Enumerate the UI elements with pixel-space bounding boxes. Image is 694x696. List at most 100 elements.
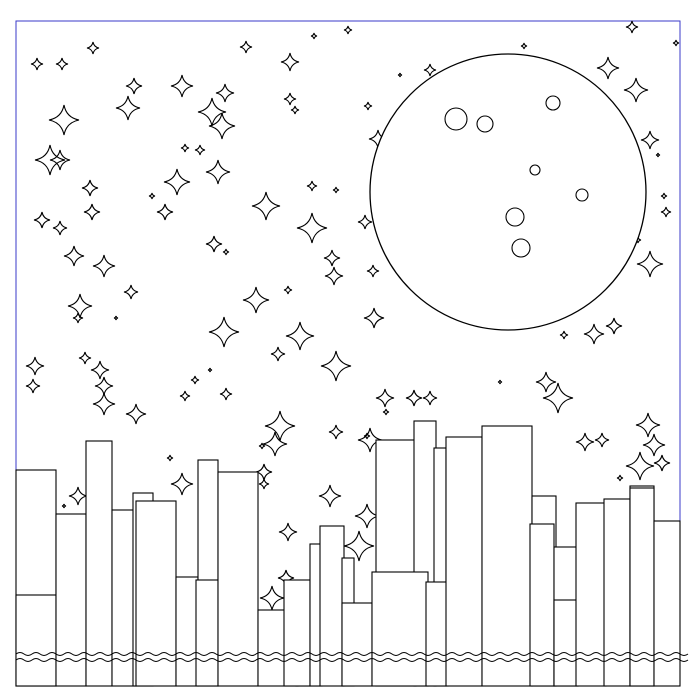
star-icon — [397, 72, 403, 78]
moon-disc — [369, 53, 647, 331]
star-icon — [262, 431, 288, 457]
star-icon — [55, 57, 69, 71]
building-icon — [481, 425, 533, 687]
star-icon — [205, 235, 223, 253]
star-icon — [635, 412, 661, 438]
moon-crater-icon — [476, 115, 494, 133]
stars-group — [25, 20, 680, 611]
star-icon — [34, 144, 66, 176]
moon-crater-icon — [529, 164, 541, 176]
star-icon — [92, 392, 116, 416]
star-icon — [596, 56, 620, 80]
building-icon — [195, 579, 219, 687]
star-icon — [239, 40, 253, 54]
star-icon — [125, 77, 143, 95]
star-icon — [535, 371, 557, 393]
star-icon — [48, 104, 80, 136]
star-icon — [366, 264, 380, 278]
star-icon — [25, 356, 45, 376]
star-icon — [285, 321, 315, 351]
star-icon — [258, 442, 266, 450]
star-icon — [270, 346, 286, 362]
star-icon — [357, 427, 383, 453]
star-icon — [166, 454, 174, 462]
star-icon — [115, 95, 141, 121]
star-icon — [672, 39, 680, 47]
building-icon — [629, 487, 655, 687]
star-icon — [616, 474, 624, 482]
building-icon — [55, 513, 87, 687]
star-icon — [72, 312, 84, 324]
moon-crater-icon — [545, 95, 561, 111]
star-icon — [215, 83, 235, 103]
star-icon — [67, 293, 93, 319]
star-icon — [375, 388, 395, 408]
star-icon — [208, 112, 236, 140]
star-icon — [207, 367, 213, 373]
star-icon — [328, 424, 344, 440]
star-icon — [363, 101, 373, 111]
star-icon — [623, 77, 649, 103]
building-icon — [85, 440, 113, 687]
star-icon — [258, 478, 270, 490]
building-icon — [111, 509, 137, 687]
star-icon — [625, 20, 639, 34]
building-icon — [175, 576, 199, 687]
star-icon — [33, 211, 51, 229]
star-icon — [163, 168, 191, 196]
star-icon — [363, 432, 371, 440]
star-icon — [306, 180, 318, 192]
star-icon — [655, 152, 661, 158]
star-icon — [343, 530, 375, 562]
star-icon — [156, 203, 174, 221]
star-icon — [92, 254, 116, 278]
star-icon — [318, 484, 342, 508]
star-icon — [278, 522, 298, 542]
star-icon — [296, 212, 328, 244]
star-icon — [280, 52, 300, 72]
star-icon — [170, 472, 194, 496]
star-icon — [640, 130, 660, 150]
moon-crater-icon — [575, 188, 589, 202]
star-icon — [520, 42, 528, 50]
moon-crater-icon — [444, 107, 468, 131]
star-icon — [25, 378, 41, 394]
building-icon — [15, 594, 57, 687]
star-icon — [332, 186, 340, 194]
star-icon — [382, 408, 390, 416]
star-icon — [194, 144, 206, 156]
star-icon — [78, 351, 92, 365]
wave-line — [15, 652, 689, 656]
star-icon — [594, 432, 610, 448]
building-icon — [575, 502, 607, 687]
building-icon — [553, 599, 579, 687]
water-wave-icon — [15, 652, 689, 662]
star-icon — [63, 245, 85, 267]
star-icon — [49, 149, 71, 171]
moon-crater-icon — [511, 238, 531, 258]
building-icon — [135, 500, 177, 687]
building-icon — [341, 602, 373, 687]
star-icon — [625, 451, 655, 481]
building-icon — [371, 571, 429, 687]
star-icon — [423, 63, 437, 77]
star-icon — [320, 350, 352, 382]
star-icon — [324, 266, 344, 286]
star-icon — [283, 285, 293, 295]
star-icon — [61, 503, 67, 509]
star-icon — [197, 97, 227, 127]
star-icon — [81, 179, 99, 197]
star-icon — [559, 330, 569, 340]
star-icon — [219, 387, 233, 401]
star-icon — [357, 214, 373, 230]
star-icon — [583, 323, 605, 345]
star-icon — [86, 41, 100, 55]
star-icon — [343, 25, 353, 35]
star-icon — [68, 486, 88, 506]
building-icon — [217, 471, 259, 687]
star-icon — [283, 92, 297, 106]
building-icon — [425, 581, 449, 687]
star-icon — [242, 286, 270, 314]
star-icon — [90, 360, 110, 380]
